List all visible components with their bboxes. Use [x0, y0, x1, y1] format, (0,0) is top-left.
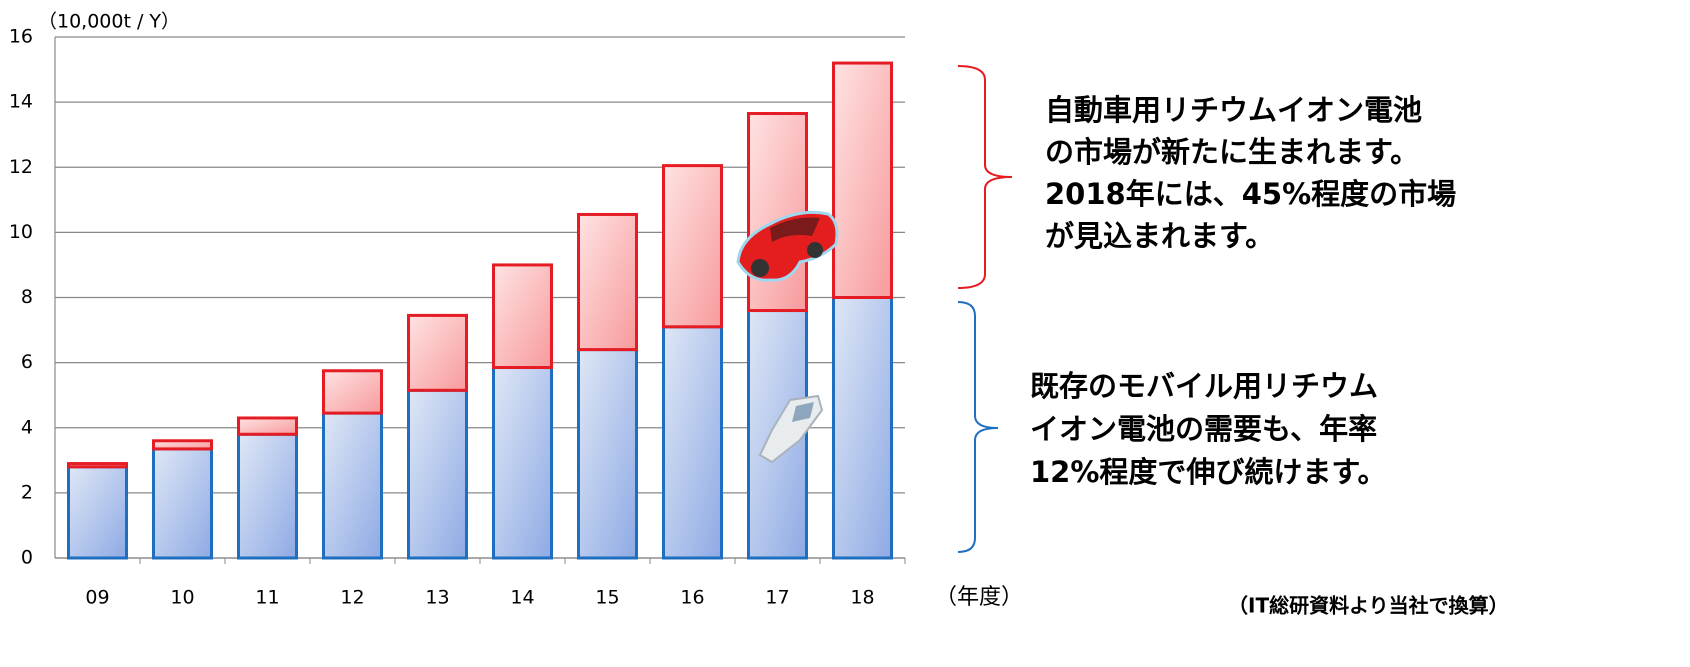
bar-segment [664, 166, 722, 327]
bar-segment [324, 413, 382, 558]
annotation-mobile: 12%程度で伸び続けます。 [1030, 455, 1387, 489]
bar-segment [409, 315, 467, 390]
x-axis-label: （年度） [935, 585, 1023, 610]
bar-segment [494, 265, 552, 368]
brace-automotive [958, 66, 1012, 288]
y-tick-label: 14 [9, 91, 33, 113]
y-tick-label: 0 [21, 547, 33, 569]
page: {"chart_data": { "type": "stacked_bar", … [0, 0, 1690, 667]
y-tick-label: 8 [21, 286, 33, 308]
bar-segment [69, 467, 127, 558]
x-tick-label: 14 [510, 587, 534, 609]
bar-segment [69, 464, 127, 467]
x-tick-label: 09 [85, 587, 109, 609]
bar-segment [239, 418, 297, 434]
bar-segment [324, 371, 382, 413]
bar-segment [834, 298, 892, 559]
brace-mobile [958, 302, 998, 552]
bar-segment [154, 441, 212, 449]
x-tick-label: 15 [595, 587, 619, 609]
y-tick-label: 2 [21, 481, 33, 503]
x-tick-label: 17 [765, 587, 789, 609]
bar-segment [239, 434, 297, 558]
bar-segment [664, 327, 722, 558]
y-tick-label: 4 [21, 416, 33, 438]
x-tick-label: 12 [340, 587, 364, 609]
annotation-automotive: が見込まれます。 [1045, 219, 1274, 253]
annotation-mobile: 既存のモバイル用リチウム [1030, 369, 1378, 403]
y-tick-label: 16 [9, 26, 33, 48]
bar-segment [154, 449, 212, 558]
y-tick-label: 6 [21, 351, 33, 373]
y-tick-label: 10 [9, 221, 33, 243]
bar-segment [494, 368, 552, 558]
annotation-automotive: 2018年には、45%程度の市場 [1045, 177, 1456, 211]
x-tick-label: 10 [170, 587, 194, 609]
bar-segment [579, 350, 637, 558]
y-tick-label: 12 [9, 156, 33, 178]
annotation-automotive: の市場が新たに生まれます。 [1045, 135, 1419, 169]
annotation-mobile: イオン電池の需要も、年率 [1030, 412, 1377, 446]
y-axis-label: （10,000t / Y） [38, 11, 180, 33]
source-note: （IT総研資料より当社で換算） [1228, 594, 1509, 618]
chart: （10,000t / Y） （年度） （IT総研資料より当社で換算） 0 2 4 6 8… [0, 0, 1690, 667]
x-tick-label: 16 [680, 587, 704, 609]
plot-area [55, 37, 905, 564]
x-tick-label: 18 [850, 587, 874, 609]
x-tick-label: 11 [255, 587, 279, 609]
bar-segment [834, 63, 892, 297]
x-tick-label: 13 [425, 587, 449, 609]
annotation-automotive: 自動車用リチウムイオン電池 [1045, 93, 1422, 127]
bar-segment [579, 214, 637, 349]
bar-segment [409, 390, 467, 558]
